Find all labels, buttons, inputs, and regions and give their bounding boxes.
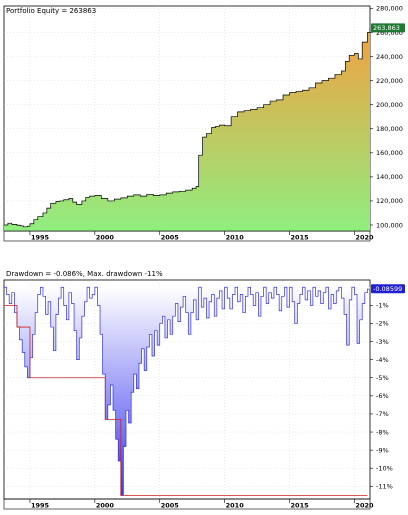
- dd-y-tick-label: -4%: [376, 356, 389, 364]
- dd-y-tick-label: -10%: [376, 465, 393, 473]
- equity-chart-title: Portfolio Equity = 263863: [6, 7, 96, 15]
- dd-x-tick-label: 2020: [355, 502, 374, 510]
- drawdown-chart-title: Drawdown = -0.086%, Max. drawdown -11%: [6, 270, 163, 278]
- eq-x-tick-label: 2020: [355, 234, 374, 242]
- equity-x-axis-frame: [3, 230, 371, 242]
- eq-x-tick-label: 1995: [31, 234, 50, 242]
- eq-y-tick-label: 220,000: [376, 77, 403, 85]
- eq-y-tick-label: 260,000: [376, 29, 403, 37]
- dd-x-tick-label: 1995: [31, 502, 50, 510]
- equity-area: [4, 27, 370, 231]
- eq-x-tick-label: 2015: [291, 234, 310, 242]
- eq-x-tick-label: 2010: [226, 234, 245, 242]
- eq-x-tick-label: 2000: [96, 234, 115, 242]
- eq-y-tick-label: 140,000: [376, 173, 403, 181]
- drawdown-x-axis-frame: [3, 498, 371, 510]
- dd-y-tick-label: -9%: [376, 446, 389, 454]
- drawdown-last-value-label: -0.08599: [373, 285, 402, 293]
- eq-x-tick-label: 2005: [161, 234, 180, 242]
- max-drawdown-line: [4, 304, 368, 496]
- dd-y-tick-label: -6%: [376, 392, 389, 400]
- equity-y-axis: 100,000 120,000 140,000 160,000 180,000 200,0…: [370, 5, 403, 229]
- equity-last-value-label: 263,863: [373, 24, 400, 32]
- drawdown-x-axis: 1995 2000 2005 2010 2015 2020: [29, 499, 374, 510]
- eq-y-tick-label: 160,000: [376, 149, 403, 157]
- dd-y-tick-label: -7%: [376, 410, 389, 418]
- eq-y-tick-label: 240,000: [376, 53, 403, 61]
- dd-x-tick-label: 2000: [96, 502, 115, 510]
- equity-x-axis: 1995 2000 2005 2010 2015 2020: [29, 231, 374, 242]
- equity-last-value-badge: 263,863: [371, 23, 405, 33]
- dd-x-tick-label: 2010: [226, 502, 245, 510]
- dd-x-tick-label: 2005: [161, 502, 180, 510]
- dd-y-tick-label: -2%: [376, 320, 389, 328]
- eq-y-tick-label: 280,000: [376, 5, 403, 13]
- drawdown-plot-frame: [3, 279, 371, 500]
- dd-y-tick-label: -5%: [376, 374, 389, 382]
- equity-line: [4, 27, 370, 228]
- drawdown-last-value-badge: -0.08599: [371, 284, 405, 294]
- dd-y-tick-label: -1%: [376, 302, 389, 310]
- drawdown-y-axis: -1% -2% -3% -4% -5% -6% -7% -8% -9% -10% -11%: [370, 302, 393, 491]
- equity-panel: 100,000 120,000 140,000 160,000 180,000 200,0…: [3, 5, 405, 242]
- dd-y-tick-label: -3%: [376, 338, 389, 346]
- eq-y-tick-label: 180,000: [376, 125, 403, 133]
- dd-y-tick-label: -8%: [376, 428, 389, 436]
- dd-y-tick-label: -11%: [376, 483, 393, 491]
- eq-y-tick-label: 100,000: [376, 221, 403, 229]
- dd-x-tick-label: 2015: [291, 502, 310, 510]
- eq-y-tick-label: 120,000: [376, 197, 403, 205]
- drawdown-panel: -1% -2% -3% -4% -5% -6% -7% -8% -9% -10% -11% 1995…: [3, 270, 405, 510]
- drawdown-line: [4, 286, 370, 496]
- eq-y-tick-label: 200,000: [376, 101, 403, 109]
